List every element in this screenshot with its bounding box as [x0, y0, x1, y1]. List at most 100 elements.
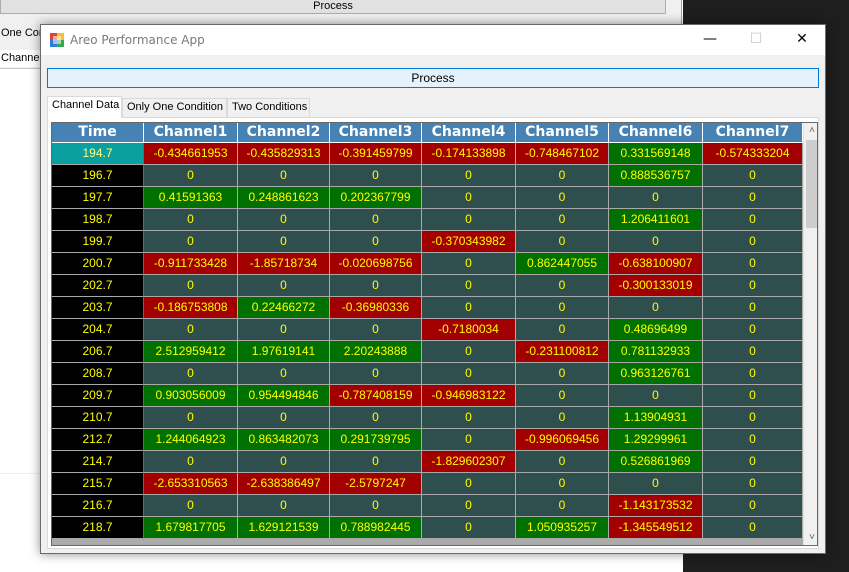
- channel-cell[interactable]: 0.903056009: [144, 385, 238, 407]
- column-header-channel4[interactable]: Channel4: [422, 123, 516, 143]
- time-cell[interactable]: 216.7: [52, 495, 144, 517]
- time-cell[interactable]: 210.7: [52, 407, 144, 429]
- channel-cell[interactable]: 0.963126761: [609, 363, 703, 385]
- channel-cell[interactable]: 1.206411601: [609, 209, 703, 231]
- time-cell[interactable]: 196.7: [52, 165, 144, 187]
- table-row[interactable]: 203.7 -0.186753808 0.22466272 -0.36980336 0 0…: [52, 297, 803, 319]
- channel-cell[interactable]: 0: [422, 297, 516, 319]
- channel-cell[interactable]: 0: [144, 407, 238, 429]
- channel-cell[interactable]: 0: [422, 275, 516, 297]
- channel-cell[interactable]: 0.331569148: [609, 143, 703, 165]
- channel-cell[interactable]: 0: [703, 209, 803, 231]
- channel-cell[interactable]: 0: [516, 451, 609, 473]
- channel-cell[interactable]: 0: [703, 451, 803, 473]
- channel-data-grid[interactable]: Time Channel1 Channel2 Channel3 Channel4 Chan…: [51, 122, 818, 546]
- channel-cell[interactable]: 0.22466272: [238, 297, 330, 319]
- channel-cell[interactable]: 0.788982445: [330, 517, 422, 539]
- time-cell[interactable]: 206.7: [52, 341, 144, 363]
- channel-cell[interactable]: 0: [144, 275, 238, 297]
- channel-cell[interactable]: 0: [609, 473, 703, 495]
- channel-cell[interactable]: 0: [703, 517, 803, 539]
- channel-cell[interactable]: -0.638100907: [609, 253, 703, 275]
- channel-cell[interactable]: -0.946983122: [422, 385, 516, 407]
- channel-cell[interactable]: 0: [238, 209, 330, 231]
- channel-cell[interactable]: 0.202367799: [330, 187, 422, 209]
- channel-cell[interactable]: 1.29299961: [609, 429, 703, 451]
- channel-cell[interactable]: 0: [516, 363, 609, 385]
- time-cell[interactable]: 199.7: [52, 231, 144, 253]
- background-process-button[interactable]: Process: [0, 0, 666, 14]
- channel-cell[interactable]: 0: [516, 165, 609, 187]
- channel-cell[interactable]: 0: [703, 385, 803, 407]
- time-cell[interactable]: 214.7: [52, 451, 144, 473]
- table-row[interactable]: 202.7 0 0 0 0 0 -0.300133019 0: [52, 275, 803, 297]
- channel-cell[interactable]: 1.629121539: [238, 517, 330, 539]
- column-header-time[interactable]: Time: [52, 123, 144, 143]
- channel-cell[interactable]: -0.186753808: [144, 297, 238, 319]
- channel-cell[interactable]: 0.862447055: [516, 253, 609, 275]
- time-cell[interactable]: 215.7: [52, 473, 144, 495]
- time-cell[interactable]: 218.7: [52, 517, 144, 539]
- channel-cell[interactable]: 0.291739795: [330, 429, 422, 451]
- channel-cell[interactable]: 0: [703, 231, 803, 253]
- time-cell[interactable]: 208.7: [52, 363, 144, 385]
- channel-cell[interactable]: -0.787408159: [330, 385, 422, 407]
- channel-cell[interactable]: 0.781132933: [609, 341, 703, 363]
- table-row[interactable]: 212.7 1.244064923 0.863482073 0.291739795 0-…: [52, 429, 803, 451]
- channel-cell[interactable]: -0.434661953: [144, 143, 238, 165]
- channel-cell[interactable]: 2.512959412: [144, 341, 238, 363]
- channel-cell[interactable]: 1.244064923: [144, 429, 238, 451]
- process-button[interactable]: Process: [47, 68, 819, 88]
- column-header-channel7[interactable]: Channel7: [703, 123, 803, 143]
- vertical-scrollbar[interactable]: ˄ ˅: [803, 123, 817, 545]
- channel-cell[interactable]: 0: [144, 165, 238, 187]
- table-row[interactable]: 210.7 0 0 0 0 0 1.13904931 0: [52, 407, 803, 429]
- channel-cell[interactable]: 0: [330, 319, 422, 341]
- channel-cell[interactable]: 0: [144, 451, 238, 473]
- channel-cell[interactable]: -0.36980336: [330, 297, 422, 319]
- channel-cell[interactable]: -2.5797247: [330, 473, 422, 495]
- channel-cell[interactable]: 0: [703, 297, 803, 319]
- time-cell[interactable]: 212.7: [52, 429, 144, 451]
- channel-cell[interactable]: -0.391459799: [330, 143, 422, 165]
- channel-cell[interactable]: 0: [703, 363, 803, 385]
- table-row[interactable]: 218.7 1.679817705 1.629121539 0.788982445 0 1…: [52, 517, 803, 539]
- channel-cell[interactable]: 0: [422, 517, 516, 539]
- channel-cell[interactable]: -0.231100812: [516, 341, 609, 363]
- channel-cell[interactable]: -0.748467102: [516, 143, 609, 165]
- channel-cell[interactable]: -1.143173532: [609, 495, 703, 517]
- tab-channel-data[interactable]: Channel Data: [47, 96, 122, 118]
- channel-cell[interactable]: 0: [144, 231, 238, 253]
- channel-cell[interactable]: 0: [238, 319, 330, 341]
- channel-cell[interactable]: 0: [703, 429, 803, 451]
- channel-cell[interactable]: 0: [330, 451, 422, 473]
- channel-cell[interactable]: 0: [238, 165, 330, 187]
- channel-cell[interactable]: -0.174133898: [422, 143, 516, 165]
- channel-cell[interactable]: 0: [516, 297, 609, 319]
- channel-cell[interactable]: 0: [144, 495, 238, 517]
- channel-cell[interactable]: 0.248861623: [238, 187, 330, 209]
- channel-cell[interactable]: 0: [330, 363, 422, 385]
- channel-cell[interactable]: 0: [516, 209, 609, 231]
- time-cell[interactable]: 198.7: [52, 209, 144, 231]
- channel-cell[interactable]: 0: [703, 165, 803, 187]
- table-row[interactable]: 209.7 0.903056009 0.954494846 -0.787408159-…: [52, 385, 803, 407]
- channel-cell[interactable]: 0: [238, 451, 330, 473]
- channel-cell[interactable]: 0.954494846: [238, 385, 330, 407]
- channel-cell[interactable]: -0.911733428: [144, 253, 238, 275]
- channel-cell[interactable]: 0: [238, 231, 330, 253]
- channel-cell[interactable]: 0: [330, 275, 422, 297]
- scroll-up-icon[interactable]: ˄: [809, 125, 815, 136]
- channel-cell[interactable]: 0.48696499: [609, 319, 703, 341]
- table-row[interactable]: 208.7 0 0 0 0 0 0.963126761 0: [52, 363, 803, 385]
- table-row[interactable]: 206.7 2.512959412 1.97619141 2.20243888 0 -0.…: [52, 341, 803, 363]
- channel-cell[interactable]: -1.85718734: [238, 253, 330, 275]
- channel-cell[interactable]: 0.863482073: [238, 429, 330, 451]
- channel-cell[interactable]: -0.574333204: [703, 143, 803, 165]
- channel-cell[interactable]: -2.653310563: [144, 473, 238, 495]
- maximize-icon[interactable]: ☐: [749, 31, 763, 47]
- channel-cell[interactable]: 0: [238, 363, 330, 385]
- channel-cell[interactable]: 0: [422, 187, 516, 209]
- channel-cell[interactable]: 0: [330, 209, 422, 231]
- channel-cell[interactable]: 0: [516, 231, 609, 253]
